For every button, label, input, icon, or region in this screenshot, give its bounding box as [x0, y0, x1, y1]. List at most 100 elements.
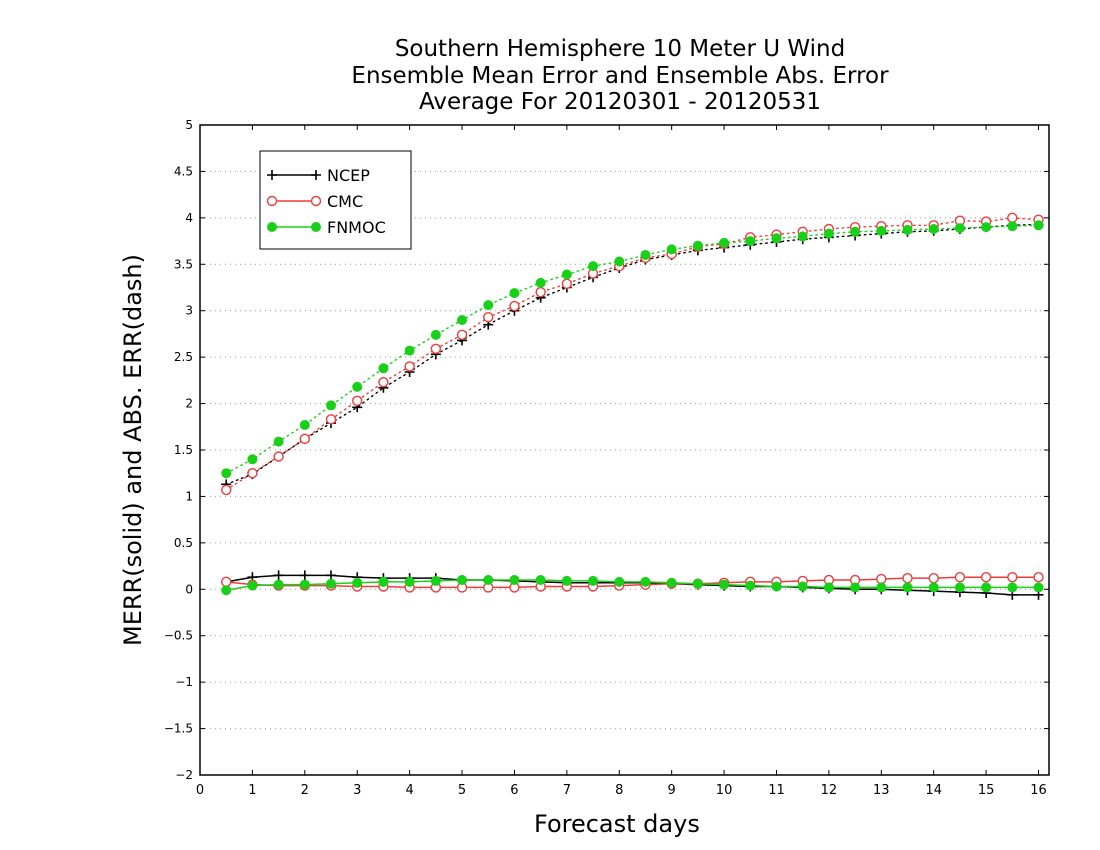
- fnmoc-mean-error-point: [797, 581, 808, 592]
- fnmoc-mean-error-point: [981, 582, 992, 593]
- ncep-mean-error-point: [326, 570, 337, 581]
- legend-marker-cmc: [266, 195, 278, 207]
- fnmoc-mean-error-point: [745, 580, 756, 591]
- fnmoc-abs-error-point: [378, 363, 389, 374]
- cmc-abs-error-point: [352, 395, 363, 406]
- fnmoc-abs-error-point: [981, 222, 992, 233]
- fnmoc-mean-error-point: [247, 580, 258, 591]
- x-tick-label: 2: [301, 783, 309, 798]
- fnmoc-abs-error-point: [457, 315, 468, 325]
- y-tick-label: 2.5: [174, 350, 193, 364]
- x-tick-label: 5: [458, 783, 466, 798]
- fnmoc-abs-error-point: [771, 233, 782, 244]
- x-tick-label: 15: [978, 783, 995, 798]
- fnmoc-abs-error-point: [326, 400, 337, 411]
- x-tick-label: 16: [1030, 783, 1047, 798]
- fnmoc-abs-error-point: [876, 225, 887, 236]
- cmc-abs-error-point: [535, 286, 546, 298]
- fnmoc-mean-error-point: [299, 579, 310, 590]
- cmc-mean-error-point: [1007, 572, 1018, 583]
- fnmoc-abs-error-point: [509, 288, 520, 299]
- cmc-abs-error-point: [378, 377, 389, 388]
- y-tick-label: 2: [185, 397, 193, 411]
- legend-marker-ncep: [267, 170, 277, 180]
- legend-label-fnmoc: FNMOC: [327, 218, 386, 237]
- fnmoc-abs-error-point: [273, 436, 284, 447]
- fnmoc-mean-error-point: [771, 581, 782, 592]
- legend-marker-fnmoc: [311, 222, 321, 232]
- x-tick-label: 7: [563, 783, 571, 798]
- legend-box: [259, 150, 412, 250]
- fnmoc-abs-error-point: [850, 226, 861, 237]
- fnmoc-abs-error-point: [666, 244, 677, 255]
- cmc-abs-error-point: [299, 433, 311, 445]
- y-tick-label: 1.5: [174, 443, 193, 457]
- fnmoc-mean-error-point: [850, 582, 861, 593]
- fnmoc-mean-error-point: [430, 575, 441, 586]
- cmc-abs-error-point: [273, 451, 284, 462]
- fnmoc-mean-error-point: [404, 576, 415, 587]
- y-tick-label: −1.5: [164, 722, 193, 736]
- ncep-mean-error-point: [273, 570, 284, 581]
- fnmoc-abs-error-point: [483, 300, 494, 311]
- fnmoc-abs-error-point: [1007, 221, 1018, 232]
- fnmoc-abs-error-point: [299, 419, 310, 430]
- fnmoc-mean-error-point: [1033, 582, 1044, 593]
- cmc-mean-error-point: [954, 572, 966, 583]
- x-tick-label: 14: [925, 783, 942, 798]
- legend-label-ncep: NCEP: [327, 166, 370, 185]
- cmc-abs-error-point: [509, 300, 520, 312]
- fnmoc-abs-error-point: [902, 224, 913, 235]
- fnmoc-mean-error-point: [1007, 582, 1018, 593]
- fnmoc-abs-error-point: [430, 329, 441, 340]
- fnmoc-abs-error-point: [588, 261, 599, 272]
- fnmoc-mean-error-point: [588, 575, 599, 586]
- x-tick-label: 3: [353, 783, 361, 798]
- cmc-mean-error-point: [902, 572, 913, 584]
- fnmoc-mean-error-point: [352, 577, 363, 588]
- y-tick-label: −0.5: [164, 629, 193, 643]
- legend-label-cmc: CMC: [327, 192, 363, 211]
- ncep-abs-error-line: [225, 223, 1040, 486]
- fnmoc-abs-error-point: [719, 237, 730, 248]
- fnmoc-abs-error-point: [247, 454, 258, 465]
- fnmoc-abs-error-point: [823, 228, 834, 239]
- fnmoc-mean-error-point: [823, 582, 834, 593]
- fnmoc-abs-error-point: [797, 231, 808, 242]
- x-tick-label: 11: [768, 783, 785, 798]
- fnmoc-abs-error-point: [561, 269, 572, 280]
- cmc-abs-error-point: [456, 329, 468, 341]
- x-tick-label: 6: [510, 783, 518, 798]
- cmc-mean-error-point: [980, 572, 992, 583]
- y-axis-label: MERR(solid) and ABS. ERR(dash): [119, 254, 147, 646]
- cmc-mean-error-point: [928, 572, 939, 584]
- x-tick-label: 0: [196, 783, 204, 798]
- y-tick-label: 0.5: [174, 536, 193, 550]
- fnmoc-abs-error-point: [692, 240, 703, 251]
- y-tick-label: −1: [175, 675, 193, 689]
- fnmoc-mean-error-point: [326, 578, 337, 589]
- cmc-abs-error-point: [1007, 212, 1018, 224]
- fnmoc-mean-error-point: [457, 575, 468, 585]
- y-tick-label: 0: [185, 582, 193, 596]
- x-tick-label: 13: [873, 783, 890, 798]
- x-tick-label: 4: [405, 783, 413, 798]
- legend-marker-cmc: [310, 195, 322, 207]
- fnmoc-mean-error-point: [561, 575, 572, 586]
- x-tick-label: 12: [821, 783, 838, 798]
- fnmoc-abs-error-point: [745, 236, 756, 247]
- cmc-abs-error-point: [247, 468, 258, 479]
- fnmoc-abs-error-point: [535, 277, 546, 288]
- cmc-mean-error-point: [876, 573, 887, 585]
- cmc-mean-error-point: [1033, 572, 1044, 583]
- fnmoc-mean-error-point: [483, 575, 494, 585]
- cmc-abs-error-point: [221, 484, 232, 496]
- chart-title-line-1: Southern Hemisphere 10 Meter U Wind: [394, 36, 846, 62]
- cmc-abs-error-point: [325, 414, 337, 425]
- fnmoc-mean-error-point: [666, 577, 677, 588]
- x-axis-label: Forecast days: [534, 810, 700, 838]
- y-tick-label: 5: [185, 118, 193, 132]
- legend-marker-fnmoc: [267, 222, 277, 232]
- fnmoc-mean-error-point: [692, 578, 703, 589]
